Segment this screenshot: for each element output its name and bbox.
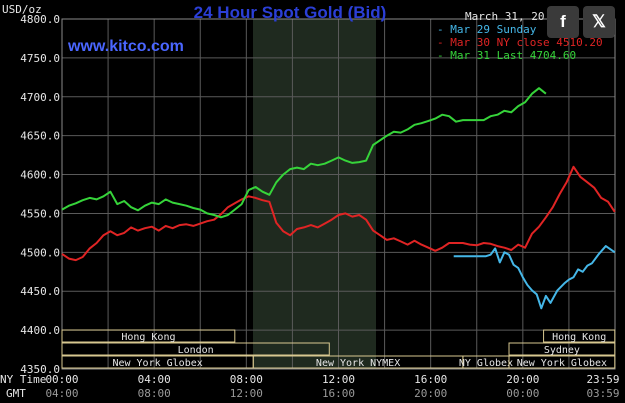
y-tick-label: 4600.0 — [20, 169, 60, 182]
x-tick-label-gmt: 03:59 — [586, 387, 619, 400]
x-tick-label-ny: 00:00 — [45, 373, 78, 386]
y-tick-label: 4450.0 — [20, 285, 60, 298]
facebook-share-button[interactable]: f — [547, 6, 579, 38]
y-tick-label: 4400.0 — [20, 324, 60, 337]
series-lines — [61, 87, 616, 310]
x-tick-label-ny: 12:00 — [322, 373, 355, 386]
x-tick-label-gmt: 20:00 — [414, 387, 447, 400]
session-box — [61, 329, 236, 343]
watermark: www.kitco.com — [67, 38, 184, 55]
y-tick-labels: 4800.0 4750.0 4700.0 4650.0 4600.0 4550.0 4500… — [20, 13, 60, 376]
x-tick-label-gmt: 04:00 — [45, 387, 78, 400]
session-label: NY Globex — [459, 358, 513, 369]
y-tick-label: 4350.0 — [20, 363, 60, 376]
y-tick-label: 4650.0 — [20, 130, 60, 143]
x-tick-label-ny: 16:00 — [414, 373, 447, 386]
x-icon: 𝕏 — [592, 12, 606, 31]
x-axis-gmt-label: GMT — [6, 387, 26, 400]
x-tick-label-ny: 04:00 — [138, 373, 171, 386]
x-tick-label-gmt: 08:00 — [138, 387, 171, 400]
y-axis-label: USD/oz — [2, 3, 42, 16]
x-axis-ny-label: NY Time — [0, 373, 46, 386]
series-line — [476, 245, 616, 310]
x-tick-labels: 00:00 04:00 08:00 12:00 16:00 20:00 23:5904:00… — [45, 373, 619, 400]
plot-frame — [61, 18, 616, 370]
grid — [61, 18, 616, 370]
session-label: Sydney — [544, 345, 580, 356]
session-label: New York Globex — [517, 358, 607, 369]
x-tick-label-gmt: 12:00 — [230, 387, 263, 400]
legend-mar29: - Mar 29 Sunday — [437, 23, 537, 36]
session-label: Hong Kong — [552, 332, 606, 343]
chart-date: March 31, 20 — [465, 10, 544, 23]
session-label: Hong Kong — [121, 332, 175, 343]
x-tick-label-ny: 23:59 — [586, 373, 619, 386]
session-label: New York Globex — [112, 358, 202, 369]
legend-mar31: - Mar 31 Last 4704.60 — [437, 49, 576, 62]
x-tick-label-gmt: 16:00 — [322, 387, 355, 400]
session-box — [61, 342, 330, 356]
session-box — [508, 355, 616, 369]
x-tick-label-gmt: 00:00 — [506, 387, 539, 400]
facebook-icon: f — [560, 12, 566, 31]
series-line — [61, 165, 616, 262]
legend: - Mar 29 Sunday - Mar 30 NY close 4510.2… — [437, 23, 603, 62]
legend-mar30: - Mar 30 NY close 4510.20 — [437, 36, 603, 49]
chart-title: 24 Hour Spot Gold (Bid) — [194, 3, 387, 22]
x-tick-label-ny: 20:00 — [506, 373, 539, 386]
session-box — [543, 329, 616, 343]
x-share-button[interactable]: 𝕏 — [583, 6, 615, 38]
x-tick-label-ny: 08:00 — [230, 373, 263, 386]
session-label: London — [178, 345, 214, 356]
series-line — [61, 87, 547, 219]
session-label: New York NYMEX — [316, 358, 400, 369]
y-tick-label: 4550.0 — [20, 207, 60, 220]
y-tick-label: 4800.0 — [20, 13, 60, 26]
y-tick-label: 4750.0 — [20, 52, 60, 65]
y-tick-label: 4500.0 — [20, 246, 60, 259]
y-tick-label: 4700.0 — [20, 91, 60, 104]
nymex-session-highlight — [253, 19, 376, 369]
session-box — [508, 342, 616, 356]
